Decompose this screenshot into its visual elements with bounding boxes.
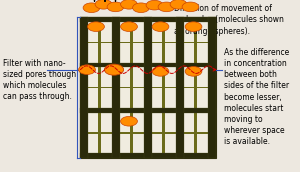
Bar xyxy=(194,17,197,158)
Bar xyxy=(176,17,184,158)
Circle shape xyxy=(185,67,202,76)
Bar xyxy=(80,63,216,67)
Circle shape xyxy=(152,67,169,76)
Bar xyxy=(80,153,216,158)
Bar xyxy=(80,87,216,88)
Bar xyxy=(120,113,143,153)
Circle shape xyxy=(79,65,95,74)
Bar xyxy=(152,113,175,153)
Bar xyxy=(144,17,152,158)
Bar xyxy=(152,67,175,108)
Bar xyxy=(88,22,112,63)
Text: Filter with nano-
sized pores though
which molecules
can pass through.: Filter with nano- sized pores though whi… xyxy=(3,59,76,101)
Bar xyxy=(80,17,88,158)
Bar xyxy=(98,17,101,158)
Circle shape xyxy=(88,22,104,31)
Text: Direction of movement of
molecules (molecules shown
as orange spheres).: Direction of movement of molecules (mole… xyxy=(174,4,284,35)
Bar xyxy=(184,67,208,108)
Circle shape xyxy=(104,64,124,75)
Bar xyxy=(184,113,208,153)
Bar xyxy=(120,67,143,108)
Bar xyxy=(112,17,120,158)
Circle shape xyxy=(170,0,187,9)
Circle shape xyxy=(121,22,137,31)
Circle shape xyxy=(95,0,112,9)
Text: As the difference
in concentration
between both
sides of the filter
become lesse: As the difference in concentration betwe… xyxy=(224,48,289,146)
Bar xyxy=(88,67,112,108)
Circle shape xyxy=(121,0,137,9)
Bar xyxy=(152,22,175,63)
Bar xyxy=(208,17,216,158)
Circle shape xyxy=(158,2,175,12)
Circle shape xyxy=(107,2,124,12)
Circle shape xyxy=(83,3,100,13)
Bar xyxy=(130,17,133,158)
Bar xyxy=(184,22,208,63)
Bar xyxy=(80,108,216,113)
Circle shape xyxy=(133,3,149,13)
Bar xyxy=(80,41,216,43)
Circle shape xyxy=(185,22,202,31)
Circle shape xyxy=(182,2,199,12)
Circle shape xyxy=(152,22,169,31)
Bar xyxy=(80,17,216,158)
Circle shape xyxy=(146,0,163,10)
Bar xyxy=(80,17,216,22)
Circle shape xyxy=(121,116,137,126)
Bar xyxy=(80,132,216,134)
Bar xyxy=(162,17,165,158)
Bar xyxy=(120,22,143,63)
Bar xyxy=(88,113,112,153)
